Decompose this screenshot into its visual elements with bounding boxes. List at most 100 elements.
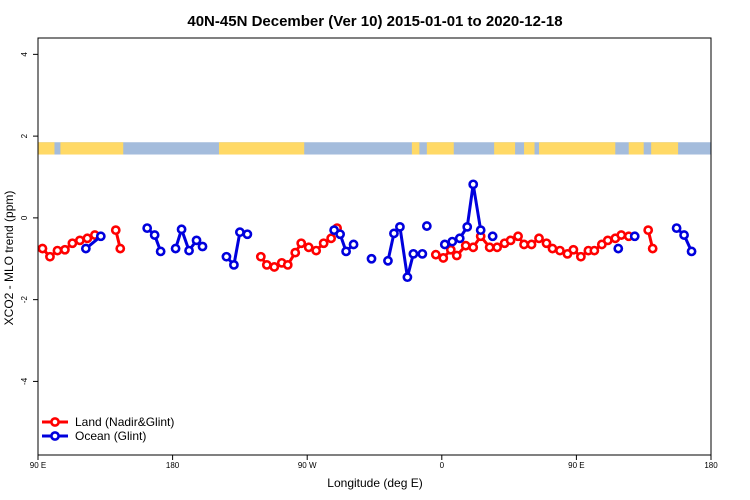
data-point — [589, 245, 600, 256]
data-point — [170, 243, 181, 254]
data-point — [45, 251, 55, 262]
data-point — [303, 242, 314, 253]
data-point — [296, 238, 307, 249]
land-band — [539, 142, 616, 155]
data-point — [155, 246, 166, 257]
data-point — [52, 245, 63, 256]
data-point — [451, 250, 462, 261]
data-point — [575, 251, 586, 262]
y-tick-label: 2 — [20, 133, 29, 138]
legend-swatch-marker — [50, 417, 60, 427]
land-band — [411, 142, 420, 155]
land-band — [60, 142, 124, 155]
data-point — [647, 243, 658, 254]
data-point — [184, 245, 194, 256]
data-point — [229, 259, 239, 270]
x-tick-label: 180 — [704, 461, 718, 470]
x-axis-label: Longitude (deg E) — [327, 476, 422, 490]
data-point — [242, 229, 253, 240]
land-band — [218, 142, 305, 155]
legend: Land (Nadir&Glint)Ocean (Glint) — [42, 415, 174, 443]
data-point — [80, 243, 91, 254]
data-point — [115, 243, 126, 254]
data-point — [142, 223, 153, 234]
legend-label: Land (Nadir&Glint) — [75, 415, 174, 429]
data-point — [366, 253, 377, 264]
data-point — [468, 242, 479, 253]
data-point — [462, 221, 473, 232]
land-band — [38, 142, 55, 155]
data-point — [602, 235, 613, 246]
y-tick-label: -2 — [20, 296, 29, 304]
y-tick-label: 4 — [20, 52, 29, 57]
data-point — [326, 233, 337, 244]
data-point — [60, 244, 70, 255]
data-point — [348, 239, 359, 250]
y-axis-label: XCO2 - MLO trend (ppm) — [2, 191, 16, 326]
series-ocean — [80, 179, 697, 283]
data-point — [568, 244, 579, 255]
data-point — [492, 242, 503, 253]
x-tick-label: 90 E — [30, 461, 46, 470]
data-point — [468, 179, 479, 190]
land-band — [524, 142, 535, 155]
data-point — [519, 239, 529, 250]
data-point — [613, 243, 624, 254]
data-point — [234, 227, 245, 238]
data-point — [395, 221, 405, 232]
land-band — [426, 142, 454, 155]
data-point — [282, 259, 293, 270]
data-point — [686, 246, 697, 257]
data-point — [643, 225, 654, 236]
y-axis: 4 2 0 -2 -4 — [20, 52, 38, 385]
data-point — [341, 246, 351, 257]
data-point — [255, 251, 266, 262]
land-ocean-strip — [38, 142, 711, 155]
data-point — [191, 235, 202, 246]
data-point — [37, 243, 48, 254]
data-point — [318, 238, 329, 249]
x-tick-label: 180 — [166, 461, 180, 470]
data-point — [383, 255, 393, 266]
legend-swatch-marker — [50, 431, 60, 441]
data-point — [389, 228, 399, 239]
data-point — [95, 231, 106, 242]
legend-label: Ocean (Glint) — [75, 429, 146, 443]
data-point — [110, 225, 121, 236]
data-point — [534, 233, 544, 244]
series-land — [37, 223, 658, 272]
plot-area — [37, 179, 697, 283]
data-point — [541, 238, 552, 249]
y-tick-label: 0 — [20, 215, 29, 220]
x-axis: 90 E 180 90 W 0 90 E 180 — [30, 455, 718, 470]
x-tick-label: 0 — [440, 461, 445, 470]
data-point — [555, 245, 565, 256]
data-point — [487, 231, 498, 242]
data-point — [505, 235, 516, 246]
data-point — [430, 249, 441, 260]
x-tick-label: 90 E — [568, 461, 584, 470]
data-point — [447, 236, 458, 247]
data-point — [402, 272, 413, 283]
data-point — [526, 239, 537, 250]
data-point — [82, 233, 93, 244]
x-tick-label: 90 W — [298, 461, 317, 470]
data-point — [290, 247, 301, 258]
land-band — [628, 142, 644, 155]
data-point — [547, 243, 558, 254]
land-band — [494, 142, 516, 155]
data-point — [197, 241, 208, 252]
data-point — [261, 259, 272, 270]
data-point — [438, 253, 449, 263]
data-point — [149, 230, 160, 240]
data-point — [335, 229, 346, 240]
data-point — [475, 225, 486, 236]
data-point — [408, 248, 419, 259]
data-point — [616, 230, 627, 240]
data-point — [439, 239, 450, 250]
data-point — [74, 235, 85, 246]
data-point — [417, 248, 428, 259]
data-point — [176, 224, 187, 235]
data-point — [311, 245, 322, 256]
